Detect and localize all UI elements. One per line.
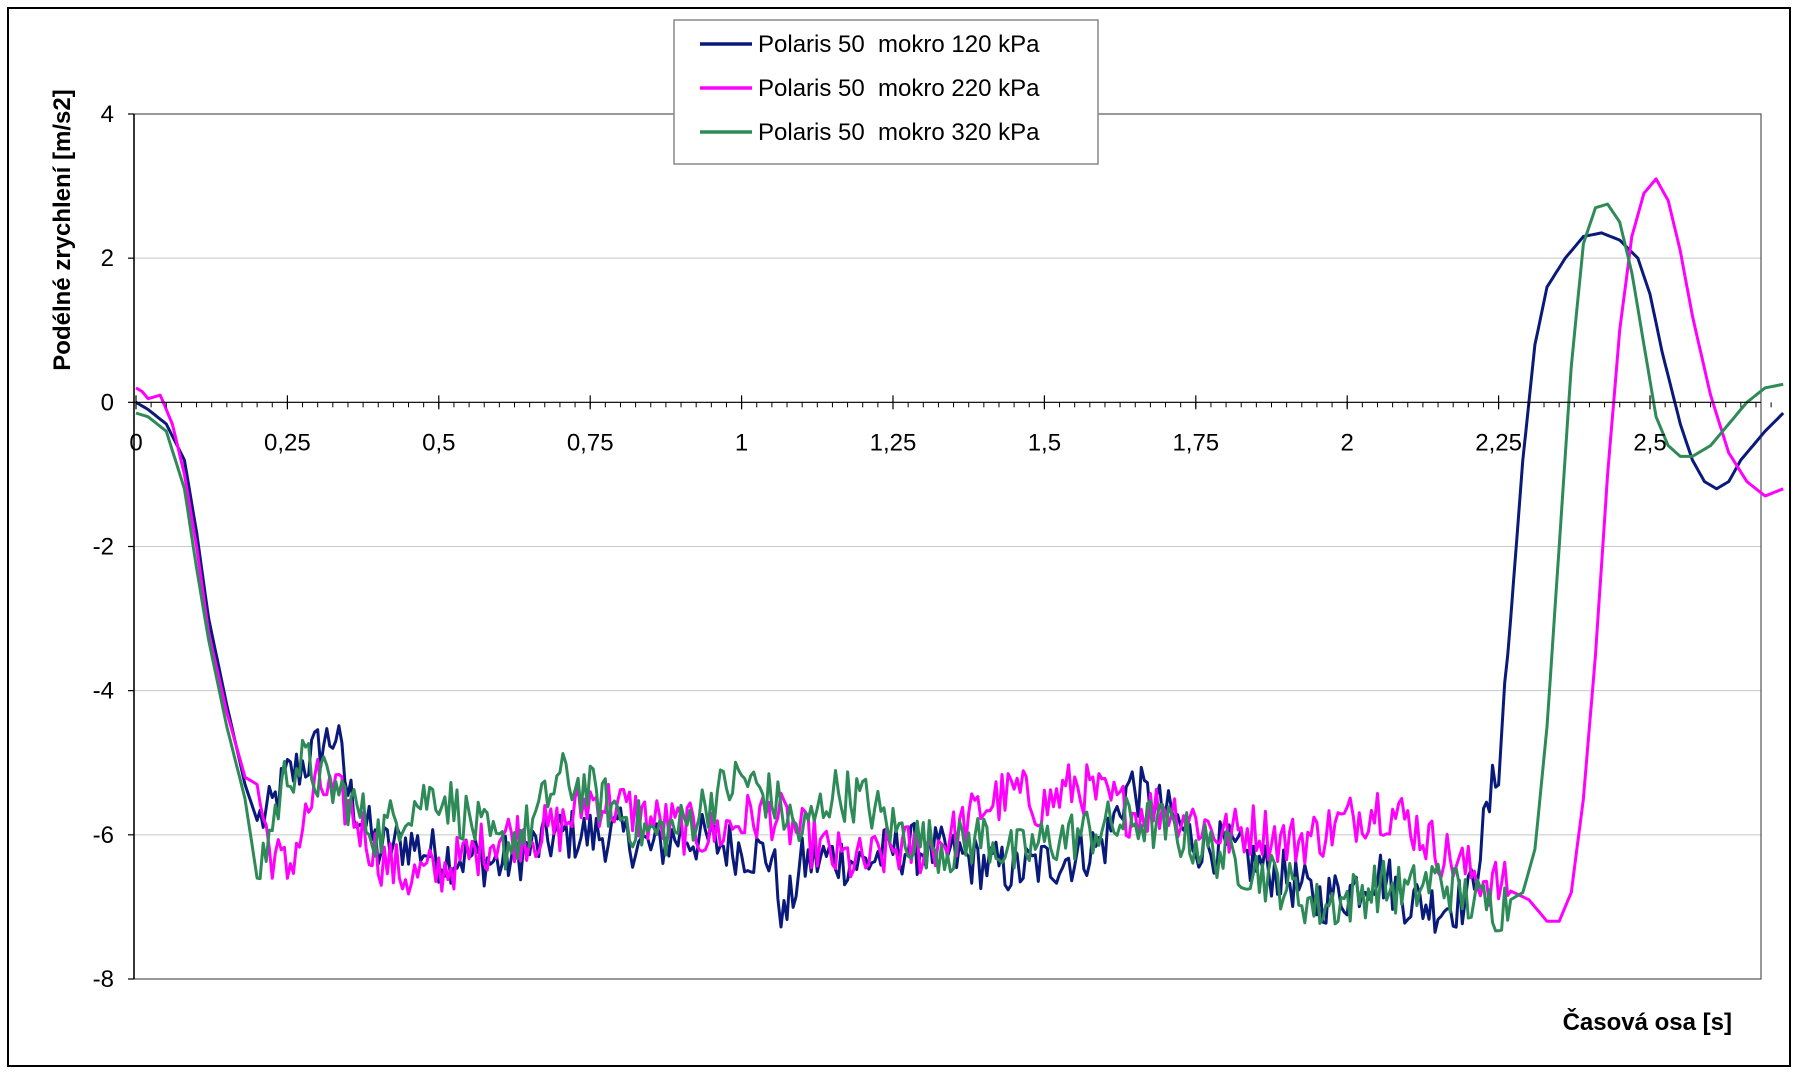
legend-label-3: Polaris 50 mokro 320 kPa <box>758 119 1040 146</box>
series-line-1 <box>135 231 1785 934</box>
x-tick-label: 2 <box>1341 429 1354 456</box>
y-tick-label: 4 <box>101 101 114 128</box>
x-tick-label: 0,5 <box>422 429 455 456</box>
series-line-2 <box>135 177 1784 923</box>
x-tick-label: 0 <box>129 429 142 456</box>
x-tick-label: 0,25 <box>264 429 311 456</box>
x-tick-label: 1,5 <box>1028 429 1061 456</box>
x-axis-title: Časová osa [s] <box>1563 1008 1732 1036</box>
series-layer <box>135 177 1785 934</box>
y-axis-title: Podélné zrychlení [m/s2] <box>49 89 76 370</box>
x-tick-label: 1,25 <box>870 429 917 456</box>
series-line-3 <box>135 202 1784 933</box>
y-tick-label: -8 <box>93 966 114 993</box>
x-tick-label: 1 <box>735 429 748 456</box>
chart-outer-border <box>7 7 1791 1067</box>
y-tick-label: 0 <box>101 389 114 416</box>
legend-label-2: Polaris 50 mokro 220 kPa <box>758 75 1040 102</box>
x-tick-label: 1,75 <box>1172 429 1219 456</box>
axes <box>128 113 1772 980</box>
y-tick-label: -6 <box>93 822 114 849</box>
legend-label-1: Polaris 50 mokro 120 kPa <box>758 31 1040 58</box>
y-tick-label: -4 <box>93 678 114 705</box>
y-tick-label: -2 <box>93 534 114 561</box>
x-tick-label: 0,75 <box>567 429 614 456</box>
y-tick-label: 2 <box>101 245 114 272</box>
x-tick-label: 2,25 <box>1475 429 1522 456</box>
tick-labels: 4 2 0 -2 -4 -6 -8 0 0,25 0,5 0,75 1 1,25 1,5 1,75 2 2,25… <box>93 101 1667 993</box>
x-tick-label: 2,5 <box>1633 429 1666 456</box>
legend: Polaris 50 mokro 120 kPa Polaris 50 mokro… <box>673 19 1099 165</box>
